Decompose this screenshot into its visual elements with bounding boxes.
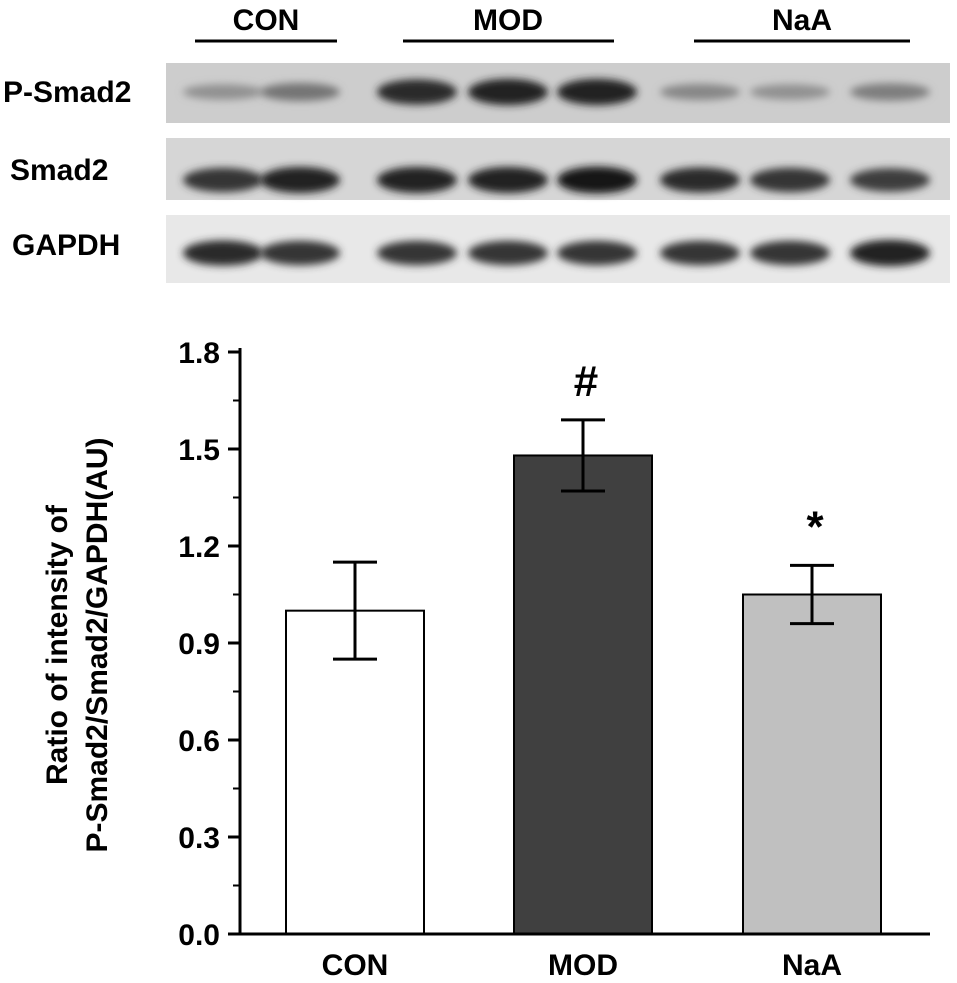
blot-band <box>468 166 548 194</box>
y-ticks: 0.0 0.3 0.6 0.9 1.2 1.5 1.8 <box>178 337 240 952</box>
y-axis-label-line-2: P-Smad2/Smad2/GAPDH(AU) <box>81 437 114 852</box>
bar-naa <box>742 593 882 935</box>
y-tick-label: 0.3 <box>178 822 220 855</box>
significance-mark: * <box>806 502 824 551</box>
blot-band <box>183 84 263 100</box>
blot-band <box>260 166 340 194</box>
blot-row-labels: P-Smad2 Smad2 GAPDH <box>3 76 131 262</box>
blot-band <box>660 83 740 101</box>
bands-p-smad2 <box>183 78 930 106</box>
blot-band <box>750 167 830 193</box>
blot-band <box>850 168 930 192</box>
blot-band <box>377 166 457 194</box>
western-blot: CON MOD NaA P-Smad2 Smad2 GAPDH <box>3 4 950 283</box>
y-tick-label: 1.5 <box>178 434 220 467</box>
bars: #* <box>285 357 882 936</box>
y-tick-label: 0.0 <box>178 919 220 952</box>
significance-mark: # <box>574 357 598 406</box>
bar-mod <box>513 454 653 935</box>
blot-band <box>183 240 263 266</box>
y-tick-label: 1.8 <box>178 337 220 370</box>
y-tick-label: 1.2 <box>178 531 220 564</box>
blot-strip-p-smad2 <box>166 63 950 123</box>
blot-band <box>660 240 740 266</box>
blot-band <box>850 239 930 267</box>
blot-band <box>260 82 340 102</box>
blot-band <box>557 166 637 194</box>
blot-band <box>468 240 548 266</box>
blot-band <box>750 84 830 100</box>
bands-smad2 <box>183 166 930 194</box>
x-tick-label: CON <box>322 949 389 982</box>
blot-label-gapdh: GAPDH <box>12 229 120 262</box>
blot-label-smad2: Smad2 <box>10 154 108 187</box>
blot-band <box>660 167 740 193</box>
y-tick-label: 0.6 <box>178 725 220 758</box>
group-label-con: CON <box>233 4 300 37</box>
blot-band <box>260 240 340 266</box>
blot-band <box>557 240 637 266</box>
blot-band <box>377 79 457 105</box>
x-tick-label: NaA <box>782 949 842 982</box>
blot-band <box>557 78 637 106</box>
blot-band <box>750 240 830 266</box>
group-label-naa: NaA <box>772 4 832 37</box>
blot-band <box>850 83 930 101</box>
x-tick-label: MOD <box>548 949 618 982</box>
group-label-mod: MOD <box>473 4 543 37</box>
blot-group-headers: CON MOD NaA <box>195 4 910 43</box>
blot-band <box>468 78 548 106</box>
blot-band <box>183 167 263 193</box>
bands-gapdh <box>183 239 930 267</box>
blot-strip-smad2 <box>166 138 950 200</box>
y-tick-label: 0.9 <box>178 628 220 661</box>
blot-band <box>377 240 457 266</box>
bar-chart: Ratio of intensity of P-Smad2/Smad2/GAPD… <box>41 337 930 982</box>
x-tick-labels: CON MOD NaA <box>322 949 842 982</box>
y-axis-label-line-1: Ratio of intensity of <box>41 504 74 785</box>
blot-strip-gapdh <box>166 215 950 283</box>
bar-con <box>285 609 425 936</box>
blot-label-p-smad2: P-Smad2 <box>3 76 131 109</box>
